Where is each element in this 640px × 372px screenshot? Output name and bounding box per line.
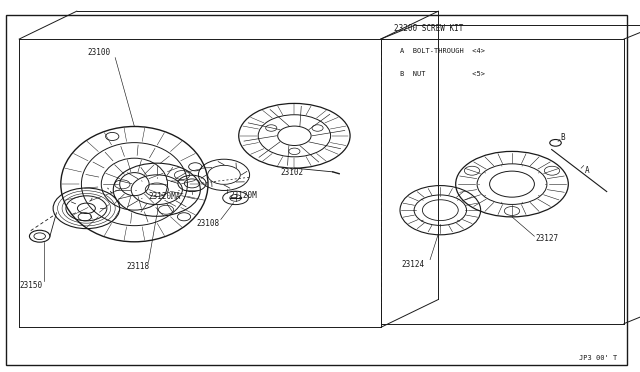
Text: 23118: 23118 xyxy=(126,262,149,271)
Text: 23120MA: 23120MA xyxy=(148,192,181,201)
Text: 23200 SCREW KIT: 23200 SCREW KIT xyxy=(394,24,463,33)
Text: A  BOLT-THROUGH  <4>: A BOLT-THROUGH <4> xyxy=(400,48,485,54)
Text: 23124: 23124 xyxy=(401,260,424,269)
Text: 23102: 23102 xyxy=(280,169,303,177)
Text: JP3 00' T: JP3 00' T xyxy=(579,355,618,361)
Text: 23127: 23127 xyxy=(535,234,558,243)
Text: 23100: 23100 xyxy=(88,48,111,57)
Text: B  NUT           <5>: B NUT <5> xyxy=(400,71,485,77)
Text: B: B xyxy=(561,133,565,142)
Text: 23150: 23150 xyxy=(19,281,42,290)
Text: 23120M: 23120M xyxy=(229,191,257,200)
Text: 23108: 23108 xyxy=(196,219,220,228)
Text: A: A xyxy=(585,166,589,175)
